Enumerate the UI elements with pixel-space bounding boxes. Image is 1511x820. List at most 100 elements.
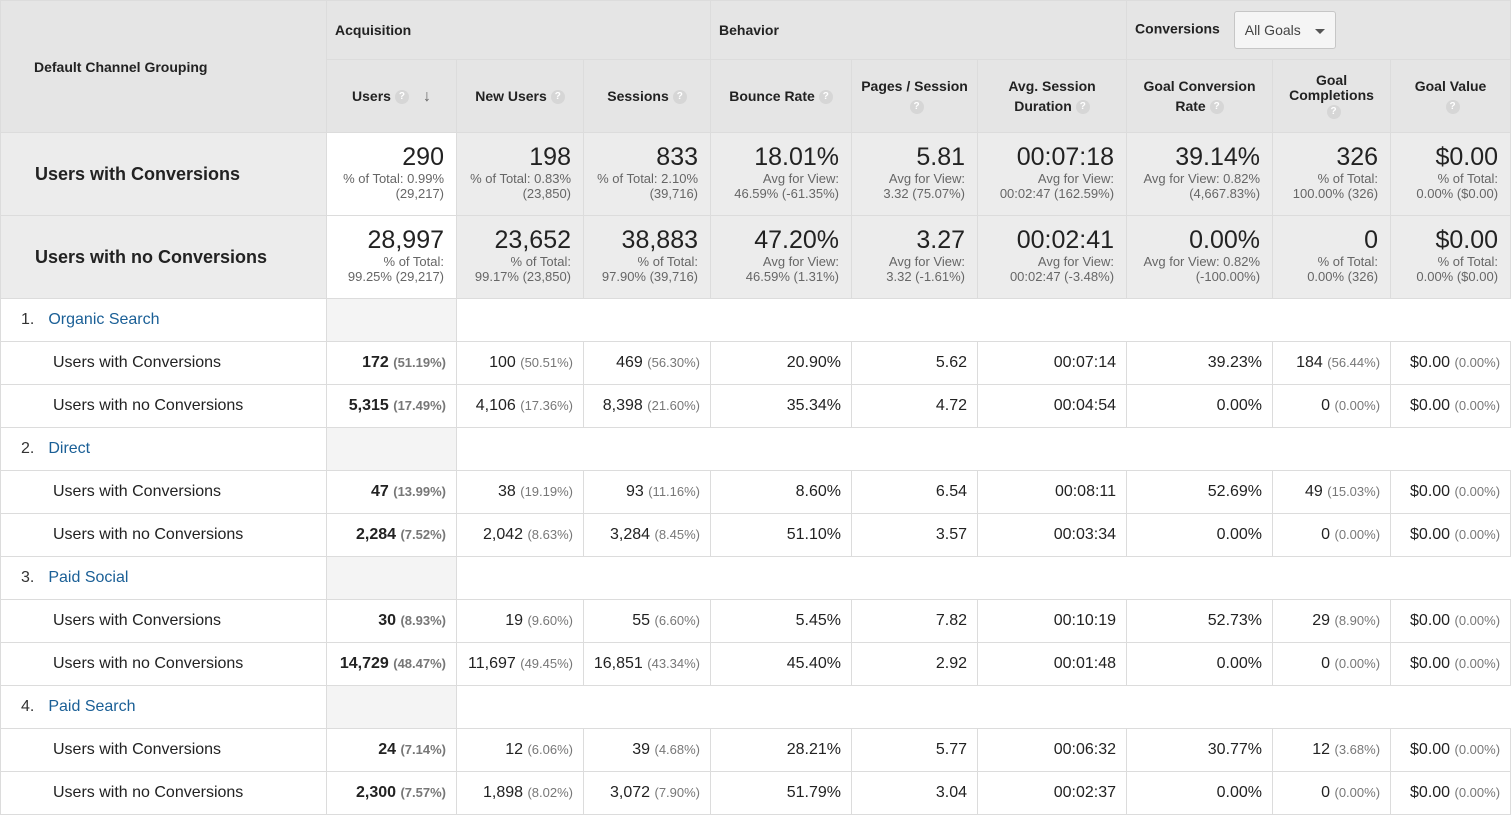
channel-link[interactable]: Paid Social [48, 569, 129, 586]
new-users-value: 19 [505, 612, 524, 629]
col-bounce-rate[interactable]: Bounce Rate? [710, 59, 853, 133]
cell-conversion-rate: 52.73% [1126, 599, 1274, 643]
cell-sessions: 55 (6.60%) [582, 599, 712, 643]
col-goal-value[interactable]: Goal Value? [1390, 59, 1511, 133]
row-number: 1. [21, 311, 35, 328]
summary-sub-2: 100.00% (326) [1292, 186, 1379, 201]
cell-goal-value: $0.00 (0.00%) [1390, 599, 1511, 643]
table-row: Users with no Conversions 2,284 (7.52%) … [0, 513, 1511, 557]
group-empty-cell [455, 298, 1511, 342]
sessions-pct: (6.60%) [654, 613, 701, 628]
channel-group-row: 2. Direct [0, 427, 1511, 471]
cell-goal-value: $0.00 (0.00%) [1390, 728, 1511, 772]
col-avg-session-duration[interactable]: Avg. Session Duration? [977, 59, 1128, 133]
channel-group-cell: 3. Paid Social [0, 556, 327, 600]
help-icon[interactable]: ? [394, 89, 409, 104]
cell-pages-session: 3.57 [851, 513, 979, 557]
help-icon[interactable]: ? [672, 90, 687, 105]
summary-cell-goal-conversion-rate: 39.14% Avg for View: 0.82% (4,667.83%) [1126, 132, 1274, 216]
col-new-users-label: New Users [475, 88, 547, 104]
channel-group-row: 1. Organic Search [0, 298, 1511, 342]
help-icon[interactable]: ? [1326, 104, 1341, 119]
acquisition-group-header: Acquisition [325, 0, 712, 60]
col-goal-completions[interactable]: Goal Completions? [1272, 59, 1392, 133]
summary-cell-new-users: 198 % of Total: 0.83% (23,850) [456, 132, 584, 216]
cell-sessions: 16,851 (43.34%) [582, 642, 712, 686]
col-goal-conv-label-2: Rate [1175, 98, 1206, 114]
channel-group-row: 4. Paid Search [0, 685, 1511, 729]
cell-new-users: 100 (50.51%) [456, 341, 584, 385]
summary-value: $0.00 [1435, 226, 1499, 254]
users-pct: (51.19%) [393, 355, 446, 370]
completions-pct: (3.68%) [1334, 742, 1381, 757]
col-pages-session[interactable]: Pages / Session? [851, 59, 979, 133]
new-users-value: 38 [498, 483, 516, 500]
sort-descending-icon[interactable]: ↓ [422, 87, 431, 105]
help-icon[interactable]: ? [818, 90, 833, 105]
summary-sub-2: 00:02:47 (-3.48%) [1009, 269, 1115, 284]
summary-cell-avg-session-duration: 00:07:18 Avg for View: 00:02:47 (162.59%… [977, 132, 1128, 216]
cell-users: 30 (8.93%) [326, 599, 457, 643]
cell-avg-duration: 00:06:32 [977, 728, 1128, 772]
cell-conversion-rate: 0.00% [1126, 384, 1274, 428]
group-users-cell [326, 298, 457, 342]
row-number: 4. [21, 698, 35, 715]
row-number: 3. [21, 569, 35, 586]
sessions-value: 469 [616, 354, 643, 371]
help-icon[interactable]: ? [1075, 100, 1090, 115]
help-icon[interactable]: ? [1209, 100, 1224, 115]
cell-goal-completions: 184 (56.44%) [1272, 341, 1392, 385]
completions-value: 0 [1321, 526, 1331, 543]
new-users-pct: (9.60%) [527, 613, 573, 628]
col-goal-value-label: Goal Value [1414, 78, 1487, 94]
cell-pages-session: 5.62 [851, 341, 979, 385]
summary-cell-sessions: 833 % of Total: 2.10% (39,716) [582, 132, 712, 216]
chevron-down-icon [1314, 28, 1325, 34]
cell-goal-value: $0.00 (0.00%) [1390, 470, 1511, 514]
col-goal-conv-label-1: Goal Conversion [1143, 78, 1256, 94]
help-icon[interactable]: ? [1445, 100, 1460, 115]
cell-bounce-rate: 28.21% [710, 728, 853, 772]
col-sessions[interactable]: Sessions? [582, 59, 712, 133]
summary-sub-1: % of Total: 2.10% [597, 171, 699, 186]
users-pct: (8.93%) [400, 613, 446, 628]
completions-pct: (56.44%) [1327, 355, 1381, 370]
summary-sub-1: % of Total: [1317, 171, 1379, 186]
summary-sub-1: Avg for View: [762, 254, 840, 269]
cell-goal-completions: 0 (0.00%) [1272, 513, 1392, 557]
goal-value: $0.00 [1410, 354, 1451, 371]
summary-cell-users: 28,997 % of Total: 99.25% (29,217) [326, 215, 457, 299]
col-new-users[interactable]: New Users? [456, 59, 584, 133]
row-number: 2. [21, 440, 35, 457]
channel-link[interactable]: Direct [48, 440, 91, 457]
report-body: Users with Conversions 290 % of Total: 0… [0, 132, 1511, 815]
summary-sub-1: Avg for View: 0.82% [1143, 171, 1261, 186]
cell-users: 14,729 (48.47%) [326, 642, 457, 686]
help-icon[interactable]: ? [550, 90, 565, 105]
channel-link[interactable]: Organic Search [48, 311, 160, 328]
col-goal-conversion-rate[interactable]: Goal Conversion Rate? [1126, 59, 1274, 133]
dimension-header[interactable]: Default Channel Grouping [0, 0, 327, 133]
col-users[interactable]: Users? ↓ [326, 59, 457, 133]
table-row: Users with Conversions 47 (13.99%) 38 (1… [0, 470, 1511, 514]
goals-select-value: All Goals [1244, 22, 1301, 38]
cell-conversion-rate: 0.00% [1126, 771, 1274, 815]
sessions-value: 16,851 [593, 655, 643, 672]
goal-value: $0.00 [1410, 655, 1451, 672]
cell-new-users: 11,697 (49.45%) [456, 642, 584, 686]
cell-goal-completions: 29 (8.90%) [1272, 599, 1392, 643]
goal-value-pct: (0.00%) [1454, 527, 1501, 542]
completions-value: 0 [1321, 397, 1331, 414]
cell-bounce-rate: 45.40% [710, 642, 853, 686]
channel-link[interactable]: Paid Search [48, 698, 136, 715]
summary-label: Users with Conversions [0, 132, 327, 216]
cell-new-users: 2,042 (8.63%) [456, 513, 584, 557]
summary-value: 290 [402, 143, 444, 171]
help-icon[interactable]: ? [909, 100, 924, 115]
group-users-cell [326, 427, 457, 471]
cell-bounce-rate: 5.45% [710, 599, 853, 643]
goals-select[interactable]: All Goals [1233, 11, 1336, 49]
cell-new-users: 38 (19.19%) [456, 470, 584, 514]
table-row: Users with Conversions 30 (8.93%) 19 (9.… [0, 599, 1511, 643]
